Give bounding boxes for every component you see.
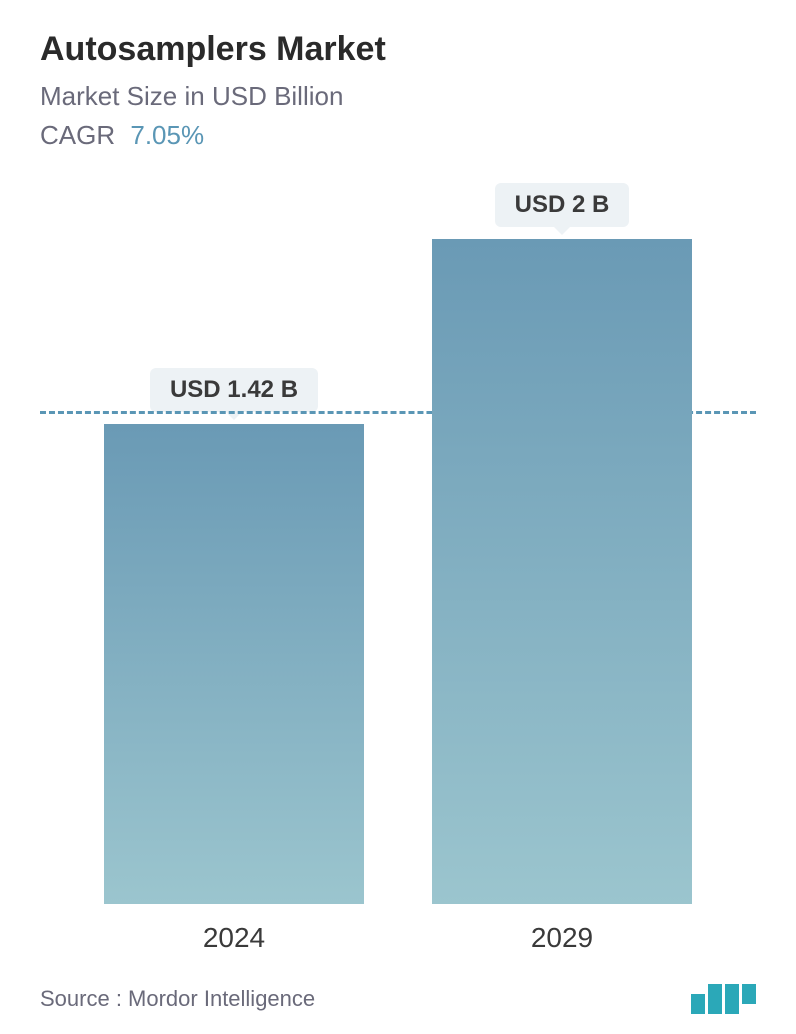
x-axis-labels: 2024 2029 xyxy=(40,922,756,954)
logo-icon xyxy=(691,984,756,1014)
chart-area: USD 1.42 B USD 2 B 2024 2029 xyxy=(40,181,756,974)
bar-value-label-1: USD 2 B xyxy=(495,183,630,227)
bar-group-0: USD 1.42 B xyxy=(104,368,364,904)
bars-wrapper: USD 1.42 B USD 2 B xyxy=(40,181,756,904)
logo-bar xyxy=(691,994,705,1014)
logo-bar xyxy=(725,984,739,1014)
logo-bar xyxy=(742,984,756,1004)
cagr-label: CAGR xyxy=(40,120,115,150)
cagr-value: 7.05% xyxy=(130,120,204,150)
footer: Source : Mordor Intelligence xyxy=(40,974,756,1014)
logo-bar xyxy=(708,984,722,1014)
bar-1 xyxy=(432,239,692,904)
bar-group-1: USD 2 B xyxy=(432,183,692,904)
chart-title: Autosamplers Market xyxy=(40,30,756,69)
bar-value-label-0: USD 1.42 B xyxy=(150,368,318,412)
x-label-1: 2029 xyxy=(432,922,692,954)
bar-0 xyxy=(104,424,364,904)
x-label-0: 2024 xyxy=(104,922,364,954)
source-text: Source : Mordor Intelligence xyxy=(40,986,315,1012)
cagr-line: CAGR 7.05% xyxy=(40,120,756,151)
chart-subtitle: Market Size in USD Billion xyxy=(40,81,756,112)
chart-container: Autosamplers Market Market Size in USD B… xyxy=(0,0,796,1034)
